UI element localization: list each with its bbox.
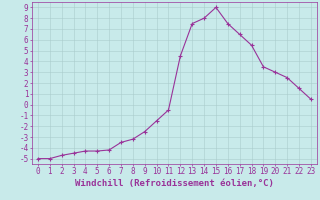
X-axis label: Windchill (Refroidissement éolien,°C): Windchill (Refroidissement éolien,°C) [75, 179, 274, 188]
